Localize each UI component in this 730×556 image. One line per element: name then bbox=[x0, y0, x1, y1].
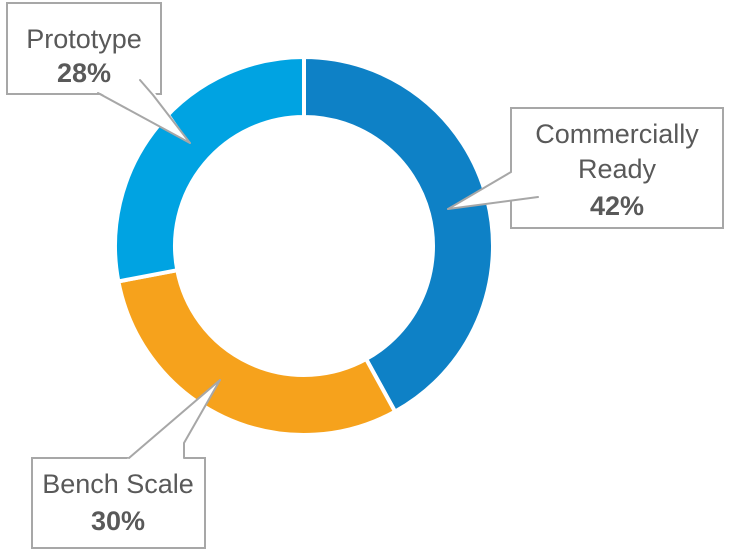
callout-tail-edge bbox=[139, 79, 191, 144]
callout-box-prototype bbox=[6, 2, 162, 95]
callout-tail-bench-scale bbox=[127, 379, 221, 460]
callout-tail-edge bbox=[97, 92, 191, 144]
callout-commercially-ready: Commercially Ready 42% bbox=[447, 107, 724, 229]
callout-box-bench-scale bbox=[31, 457, 206, 549]
callout-tail-prototype bbox=[95, 79, 191, 144]
callout-box-commercially-ready bbox=[510, 107, 724, 229]
donut-ring bbox=[113, 55, 495, 437]
callout-tail-edge bbox=[128, 379, 221, 459]
callout-pct-commercially-ready: 42% bbox=[590, 191, 644, 221]
callout-pct-prototype: 28% bbox=[57, 58, 111, 88]
callout-prototype: Prototype 28% bbox=[6, 2, 191, 144]
donut-segment-prototype bbox=[113, 55, 306, 284]
callout-label-bench-scale: Bench Scale bbox=[42, 469, 194, 499]
donut-segment-commercially-ready bbox=[302, 55, 495, 414]
callout-label-commercially-ready-line1: Commercially bbox=[535, 119, 699, 149]
callout-tail-edge bbox=[447, 196, 539, 210]
donut-segment-bench-scale bbox=[116, 268, 398, 437]
callout-bench-scale: Bench Scale 30% bbox=[31, 379, 221, 549]
callout-label-commercially-ready-line2: Ready bbox=[578, 154, 657, 184]
callout-label-prototype: Prototype bbox=[26, 24, 142, 54]
callout-tail-commercially-ready bbox=[447, 171, 539, 210]
callout-tail-edge bbox=[447, 171, 512, 210]
callout-pct-bench-scale: 30% bbox=[91, 506, 145, 536]
callout-tail-edge bbox=[183, 379, 221, 459]
